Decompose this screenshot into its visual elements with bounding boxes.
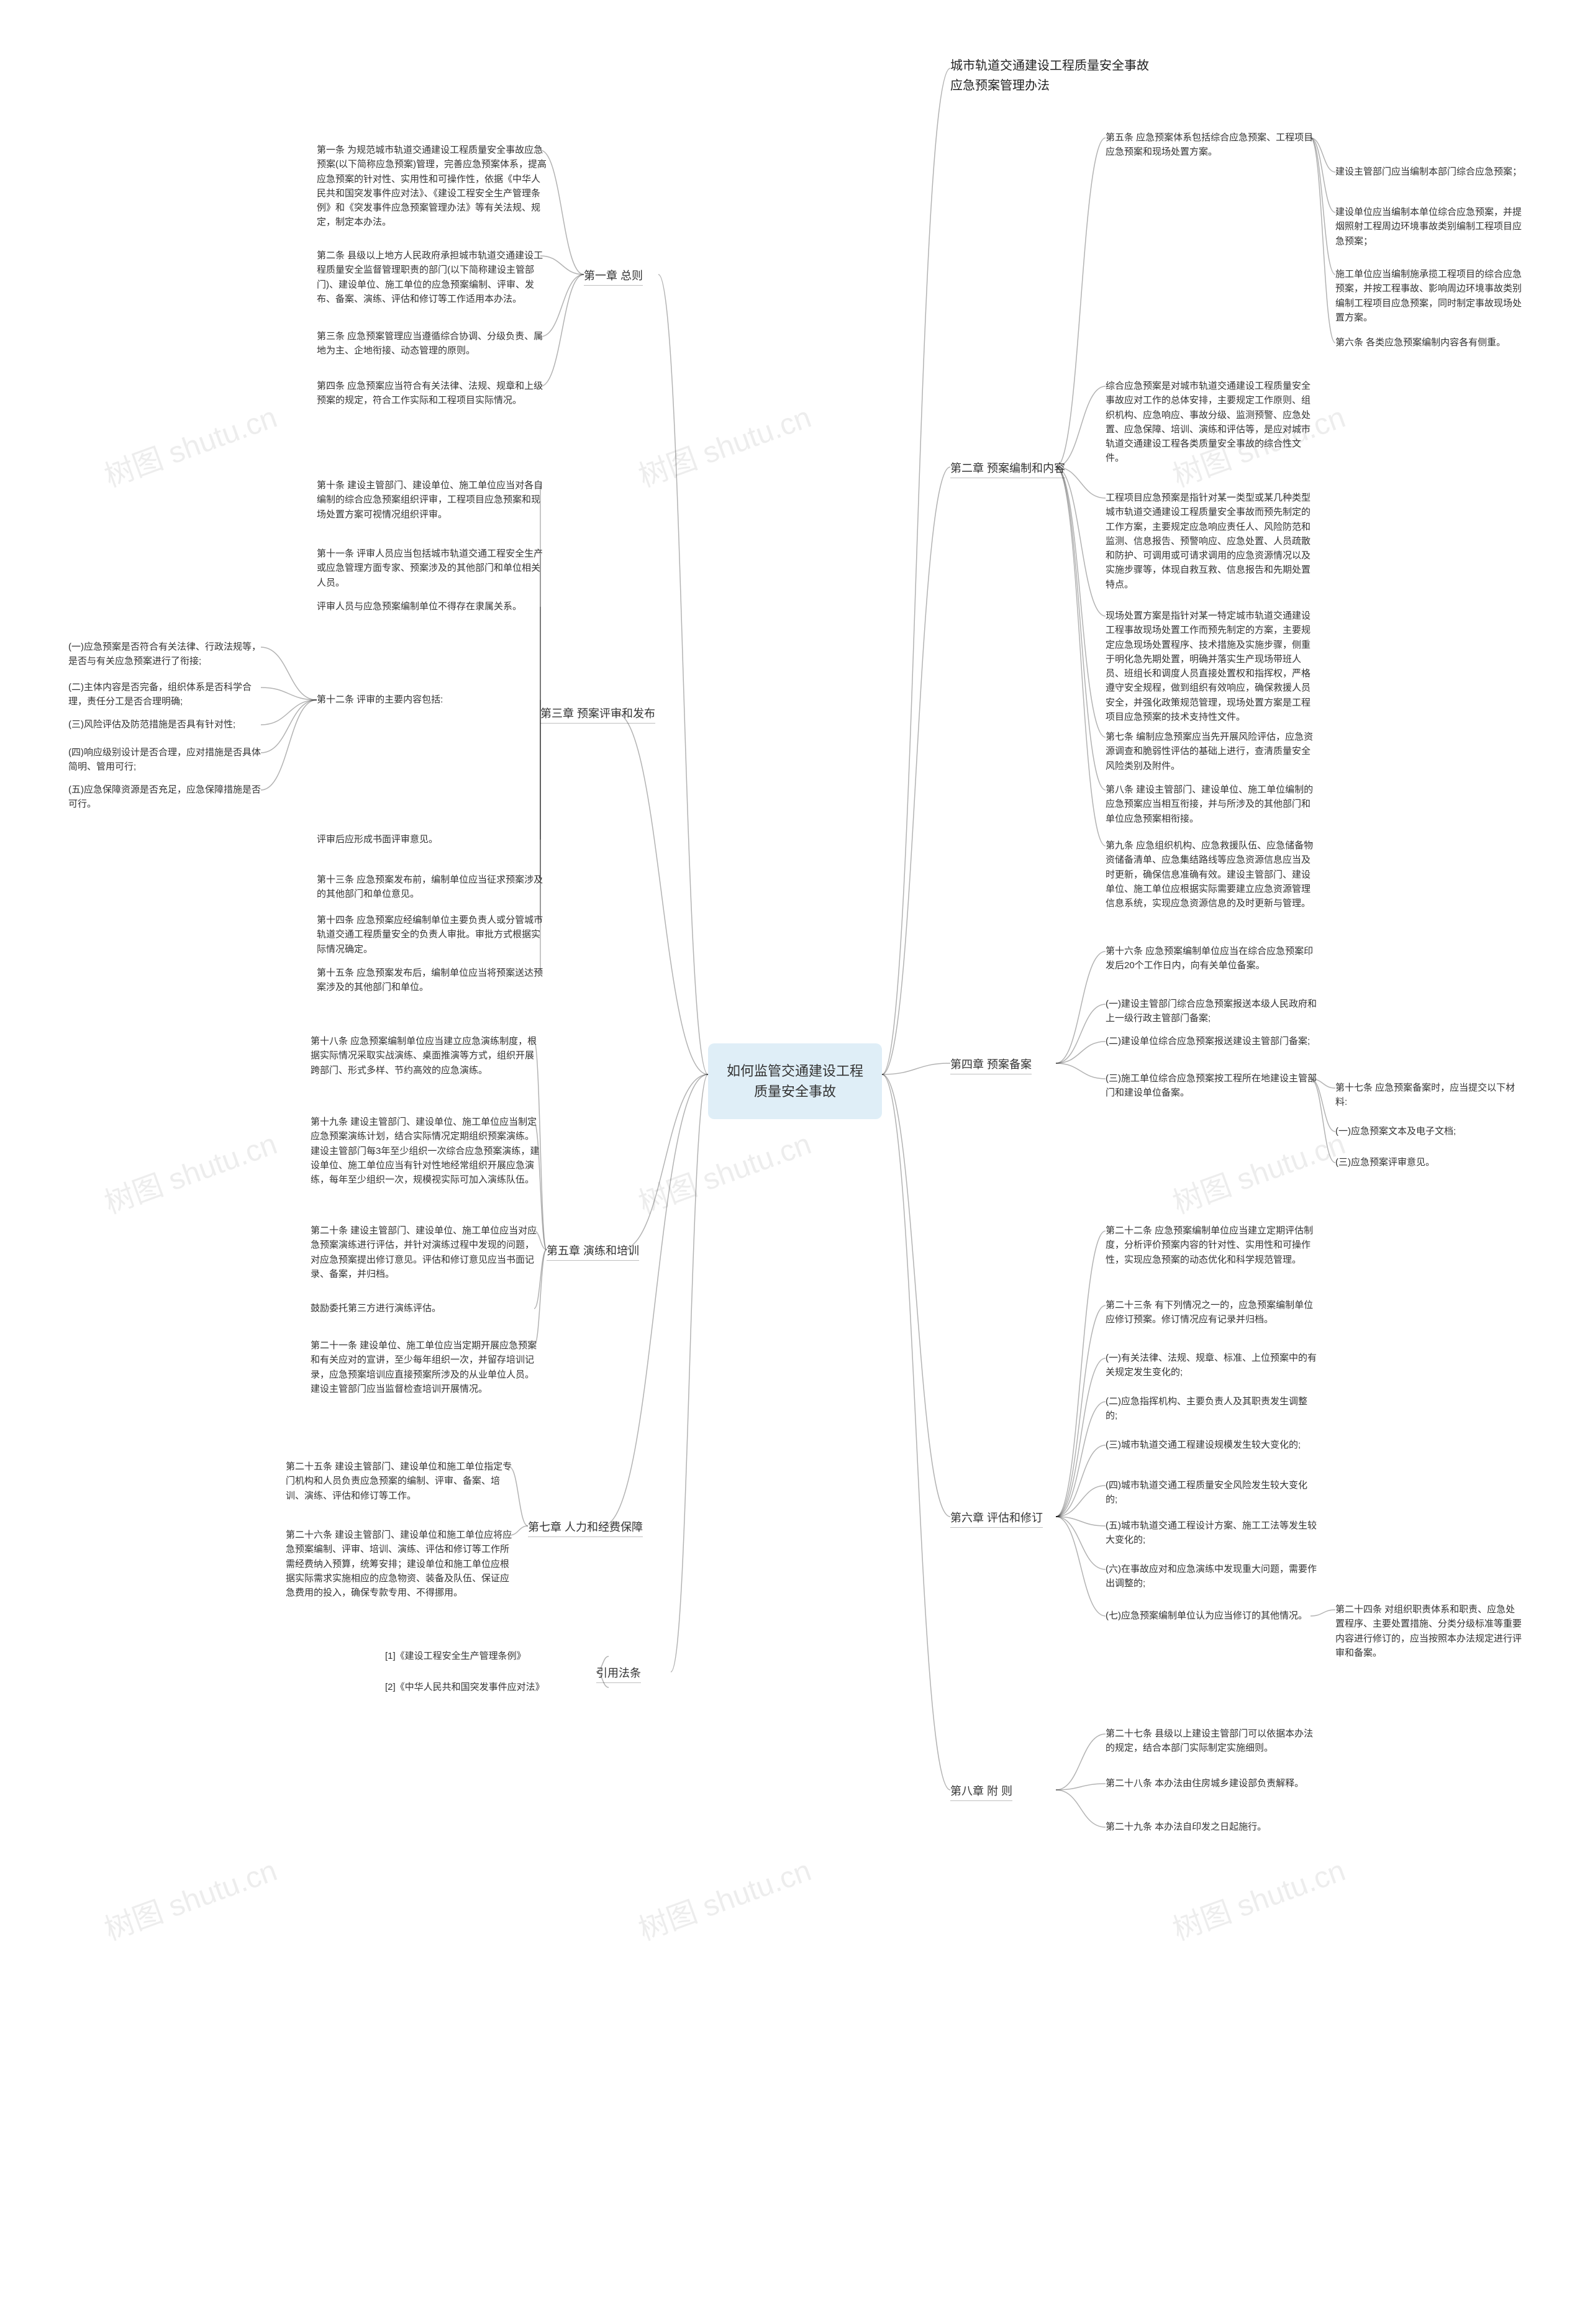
item: 第二十二条 应急预案编制单位应当建立定期评估制度，分析评价预案内容的针对性、实用…	[1106, 1223, 1317, 1267]
item: 第七条 编制应急预案应当先开展风险评估，应急资源调查和脆弱性评估的基础上进行，查…	[1106, 730, 1317, 773]
item: 第二十五条 建设主管部门、建设单位和施工单位指定专门机构和人员负责应急预案的编制…	[286, 1459, 516, 1503]
item: 第十三条 应急预案发布前，编制单位应当征求预案涉及的其他部门和单位意见。	[317, 873, 547, 902]
item: 工程项目应急预案是指针对某一类型或某几种类型城市轨道交通建设工程质量安全事故而预…	[1106, 491, 1317, 592]
subitem: 第十七条 应急预案备案时，应当提交以下材料:	[1335, 1081, 1522, 1110]
subitem: (五)应急保障资源是否充足，应急保障措施是否可行。	[68, 783, 267, 812]
title-node: 城市轨道交通建设工程质量安全事故应急预案管理办法	[950, 56, 1149, 96]
item: 第十五条 应急预案发布后，编制单位应当将预案送达预案涉及的其他部门和单位。	[317, 966, 547, 995]
watermark: 树图 shutu.cn	[632, 1846, 816, 1948]
watermark: 树图 shutu.cn	[1166, 1119, 1350, 1222]
root-node: 如何监管交通建设工程质量安全事故	[708, 1043, 882, 1119]
subitem: (二)主体内容是否完备，组织体系是否科学合理，责任分工是否合理明确;	[68, 680, 267, 709]
chapter-第七章人力和经费保障: 第七章 人力和经费保障	[528, 1518, 643, 1535]
item: 第八条 建设主管部门、建设单位、施工单位编制的应急预案应当相互衔接，并与所涉及的…	[1106, 783, 1317, 826]
subitem: 施工单位应当编制施承揽工程项目的综合应急预案，并按工程事故、影响周边环境事故类别…	[1335, 267, 1522, 325]
item: 第四条 应急预案应当符合有关法律、法规、规章和上级预案的规定，符合工作实际和工程…	[317, 379, 547, 408]
item: 第十六条 应急预案编制单位应当在综合应急预案印发后20个工作日内，向有关单位备案…	[1106, 944, 1317, 973]
item: 现场处置方案是指针对某一特定城市轨道交通建设工程事故现场处置工作而预先制定的方案…	[1106, 609, 1317, 724]
item: (三)施工单位综合应急预案按工程所在地建设主管部门和建设单位备案。	[1106, 1071, 1317, 1101]
item: (四)城市轨道交通工程质量安全风险发生较大变化的;	[1106, 1478, 1317, 1507]
item: (二)建设单位综合应急预案报送建设主管部门备案;	[1106, 1034, 1310, 1048]
item: (六)在事故应对和应急演练中发现重大问题，需要作出调整的;	[1106, 1562, 1317, 1591]
item: (一)建设主管部门综合应急预案报送本级人民政府和上一级行政主管部门备案;	[1106, 997, 1317, 1026]
item: 第二十九条 本办法自印发之日起施行。	[1106, 1820, 1266, 1834]
item: 第三条 应急预案管理应当遵循综合协调、分级负责、属地为主、企地衔接、动态管理的原…	[317, 329, 547, 358]
subitem: 第二十四条 对组织职责体系和职责、应急处置程序、主要处置措施、分类分级标准等重要…	[1335, 1602, 1522, 1660]
item: [1]《建设工程安全生产管理条例》	[385, 1649, 526, 1663]
chapter-第二章预案编制和内容: 第二章 预案编制和内容	[950, 460, 1065, 476]
item: 第十一条 评审人员应当包括城市轨道交通工程安全生产或应急管理方面专家、预案涉及的…	[317, 547, 547, 590]
item: 第十二条 评审的主要内容包括:	[317, 692, 443, 707]
item: (七)应急预案编制单位认为应当修订的其他情况。	[1106, 1609, 1307, 1623]
item: 第十四条 应急预案应经编制单位主要负责人或分管城市轨道交通工程质量安全的负责人审…	[317, 913, 547, 956]
item: 第二十八条 本办法由住房城乡建设部负责解释。	[1106, 1776, 1304, 1791]
item: 第十条 建设主管部门、建设单位、施工单位应当对各自编制的综合应急预案组织评审，工…	[317, 478, 547, 522]
item: 第五条 应急预案体系包括综合应急预案、工程项目应急预案和现场处置方案。	[1106, 130, 1317, 160]
item: 鼓励委托第三方进行演练评估。	[311, 1301, 441, 1315]
item: (五)城市轨道交通工程设计方案、施工工法等发生较大变化的;	[1106, 1518, 1317, 1548]
item: 第十八条 应急预案编制单位应当建立应急演练制度，根据实际情况采取实战演练、桌面推…	[311, 1034, 540, 1078]
chapter-第一章总则: 第一章 总则	[584, 267, 643, 283]
item: 评审后应形成书面评审意见。	[317, 832, 438, 847]
watermark: 树图 shutu.cn	[98, 1119, 282, 1222]
item: 第二十三条 有下列情况之一的，应急预案编制单位应修订预案。修订情况应有记录并归档…	[1106, 1298, 1317, 1327]
subitem: (四)响应级别设计是否合理，应对措施是否具体简明、管用可行;	[68, 745, 267, 774]
item: [2]《中华人民共和国突发事件应对法》	[385, 1680, 545, 1694]
watermark: 树图 shutu.cn	[632, 1119, 816, 1222]
subitem: 建设单位应当编制本单位综合应急预案，并提烟照射工程周边环境事故类别编制工程项目应…	[1335, 205, 1522, 248]
item: (一)有关法律、法规、规章、标准、上位预案中的有关规定发生变化的;	[1106, 1351, 1317, 1380]
chapter-第三章预案评审和发布: 第三章 预案评审和发布	[540, 705, 655, 721]
item: 评审人员与应急预案编制单位不得存在隶属关系。	[317, 599, 522, 614]
subitem: (一)应急预案文本及电子文档;	[1335, 1124, 1456, 1138]
item: 第二条 县级以上地方人民政府承担城市轨道交通建设工程质量安全监督管理职责的部门(…	[317, 248, 547, 306]
item: (二)应急指挥机构、主要负责人及其职责发生调整的;	[1106, 1394, 1317, 1423]
item: 第二十七条 县级以上建设主管部门可以依据本办法的规定，结合本部门实际制定实施细则…	[1106, 1727, 1317, 1756]
watermark: 树图 shutu.cn	[98, 393, 282, 495]
item: 第二十六条 建设主管部门、建设单位和施工单位应将应急预案编制、评审、培训、演练、…	[286, 1528, 516, 1600]
watermark: 树图 shutu.cn	[632, 393, 816, 495]
chapter-第八章附则: 第八章 附 则	[950, 1782, 1012, 1799]
chapter-第五章演练和培训: 第五章 演练和培训	[547, 1242, 639, 1258]
subitem: 第六条 各类应急预案编制内容各有侧重。	[1335, 335, 1506, 350]
subitem: (三)风险评估及防范措施是否具有针对性;	[68, 717, 235, 732]
item: 综合应急预案是对城市轨道交通建设工程质量安全事故应对工作的总体安排，主要规定工作…	[1106, 379, 1317, 466]
chapter-引用法条: 引用法条	[596, 1664, 641, 1681]
chapter-第四章预案备案: 第四章 预案备案	[950, 1056, 1032, 1072]
subitem: (一)应急预案是否符合有关法律、行政法规等，是否与有关应急预案进行了衔接;	[68, 640, 267, 669]
subitem: 建设主管部门应当编制本部门综合应急预案；	[1335, 165, 1522, 179]
item: 第一条 为规范城市轨道交通建设工程质量安全事故应急预案(以下简称应急预案)管理，…	[317, 143, 547, 230]
item: 第二十条 建设主管部门、建设单位、施工单位应当对应急预案演练进行评估，并针对演练…	[311, 1223, 540, 1281]
item: (三)城市轨道交通工程建设规模发生较大变化的;	[1106, 1438, 1301, 1452]
chapter-第六章评估和修订: 第六章 评估和修订	[950, 1509, 1043, 1525]
watermark: 树图 shutu.cn	[1166, 1846, 1350, 1948]
watermark: 树图 shutu.cn	[98, 1846, 282, 1948]
subitem: (三)应急预案评审意见。	[1335, 1155, 1435, 1169]
item: 第二十一条 建设单位、施工单位应当定期开展应急预案和有关应对的宣讲，至少每年组织…	[311, 1338, 540, 1396]
item: 第十九条 建设主管部门、建设单位、施工单位应当制定应急预案演练计划，结合实际情况…	[311, 1115, 540, 1187]
item: 第九条 应急组织机构、应急救援队伍、应急储备物资储备清单、应急集结路线等应急资源…	[1106, 838, 1317, 910]
